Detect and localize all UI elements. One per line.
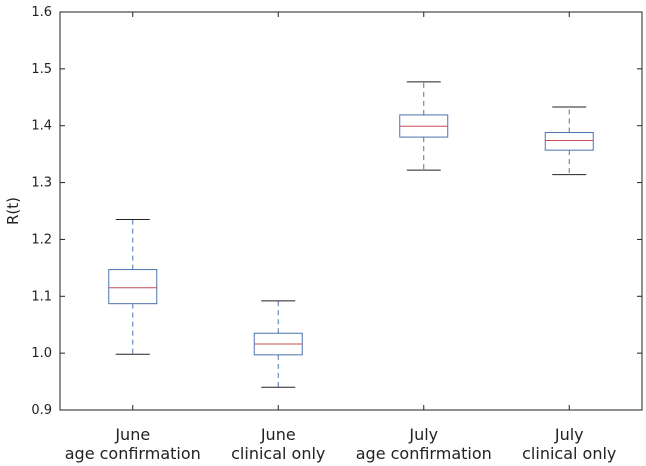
box <box>108 269 158 305</box>
y-tick-label: 1.1 <box>31 289 52 304</box>
box-group <box>108 219 158 355</box>
y-tick-label: 1.4 <box>31 119 52 134</box>
y-axis-title: R(t) <box>4 197 22 225</box>
y-tick-label: 1.2 <box>31 232 52 247</box>
y-tick-label: 1.0 <box>31 346 52 361</box>
box-group <box>399 81 449 171</box>
x-category-label: July <box>554 425 584 444</box>
y-tick-label: 1.3 <box>31 176 52 191</box>
box <box>544 132 594 151</box>
boxes <box>108 81 594 388</box>
y-tick-label: 1.5 <box>31 62 52 77</box>
y-tick-label: 1.6 <box>31 5 52 20</box>
box-group <box>253 300 303 388</box>
x-category-label: age confirmation <box>65 444 201 463</box>
x-category-label: clinical only <box>522 444 616 463</box>
box-group <box>544 106 594 176</box>
x-category-label: age confirmation <box>356 444 492 463</box>
x-category-label: June <box>114 425 150 444</box>
plot-area <box>59 11 643 411</box>
x-category-label: June <box>260 425 296 444</box>
x-category-label: July <box>408 425 438 444</box>
y-tick-label: 0.9 <box>31 403 52 418</box>
x-category-label: clinical only <box>231 444 325 463</box>
y-axis: 0.9 1.0 1.1 1.2 1.3 1.4 1.5 1.6 <box>31 5 642 418</box>
